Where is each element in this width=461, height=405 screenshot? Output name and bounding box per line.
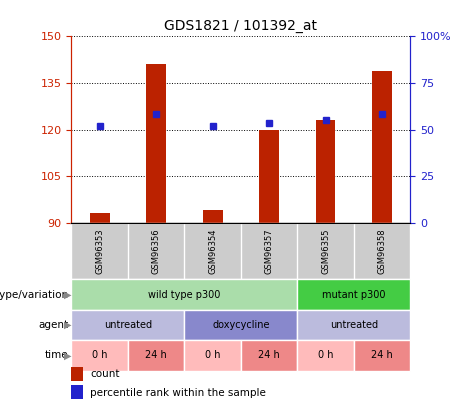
Bar bbox=[71, 279, 297, 310]
Text: agent: agent bbox=[38, 320, 68, 330]
Text: GSM96354: GSM96354 bbox=[208, 228, 217, 274]
Bar bbox=[241, 340, 297, 371]
Bar bbox=[372, 70, 392, 223]
Bar bbox=[259, 130, 279, 223]
Text: wild type p300: wild type p300 bbox=[148, 290, 220, 300]
Bar bbox=[297, 340, 354, 371]
Text: 24 h: 24 h bbox=[371, 350, 393, 360]
Text: doxycycline: doxycycline bbox=[212, 320, 270, 330]
Text: 24 h: 24 h bbox=[258, 350, 280, 360]
Bar bbox=[203, 210, 223, 223]
Bar bbox=[90, 213, 110, 223]
Bar bbox=[184, 310, 297, 340]
Text: 0 h: 0 h bbox=[318, 350, 333, 360]
Text: ▶: ▶ bbox=[64, 350, 71, 360]
Text: GSM96358: GSM96358 bbox=[378, 228, 387, 274]
Bar bbox=[128, 340, 184, 371]
Text: GSM96357: GSM96357 bbox=[265, 228, 274, 274]
Bar bbox=[71, 367, 83, 381]
Text: mutant p300: mutant p300 bbox=[322, 290, 385, 300]
Bar bbox=[297, 310, 410, 340]
Text: GSM96355: GSM96355 bbox=[321, 228, 330, 274]
Text: genotype/variation: genotype/variation bbox=[0, 290, 68, 300]
Text: 24 h: 24 h bbox=[145, 350, 167, 360]
Bar bbox=[146, 64, 166, 223]
Title: GDS1821 / 101392_at: GDS1821 / 101392_at bbox=[165, 19, 317, 33]
Text: untreated: untreated bbox=[330, 320, 378, 330]
Text: time: time bbox=[44, 350, 68, 360]
Bar bbox=[184, 340, 241, 371]
Text: untreated: untreated bbox=[104, 320, 152, 330]
Text: count: count bbox=[90, 369, 119, 379]
Text: percentile rank within the sample: percentile rank within the sample bbox=[90, 388, 266, 398]
Text: 0 h: 0 h bbox=[205, 350, 220, 360]
Text: GSM96353: GSM96353 bbox=[95, 228, 104, 274]
Text: ▶: ▶ bbox=[64, 320, 71, 330]
Text: GSM96356: GSM96356 bbox=[152, 228, 161, 274]
Bar bbox=[71, 340, 128, 371]
Bar bbox=[354, 340, 410, 371]
Bar bbox=[71, 310, 184, 340]
Bar bbox=[316, 120, 336, 223]
Text: 0 h: 0 h bbox=[92, 350, 107, 360]
Bar bbox=[71, 385, 83, 399]
Bar bbox=[297, 279, 410, 310]
Text: ▶: ▶ bbox=[64, 290, 71, 300]
